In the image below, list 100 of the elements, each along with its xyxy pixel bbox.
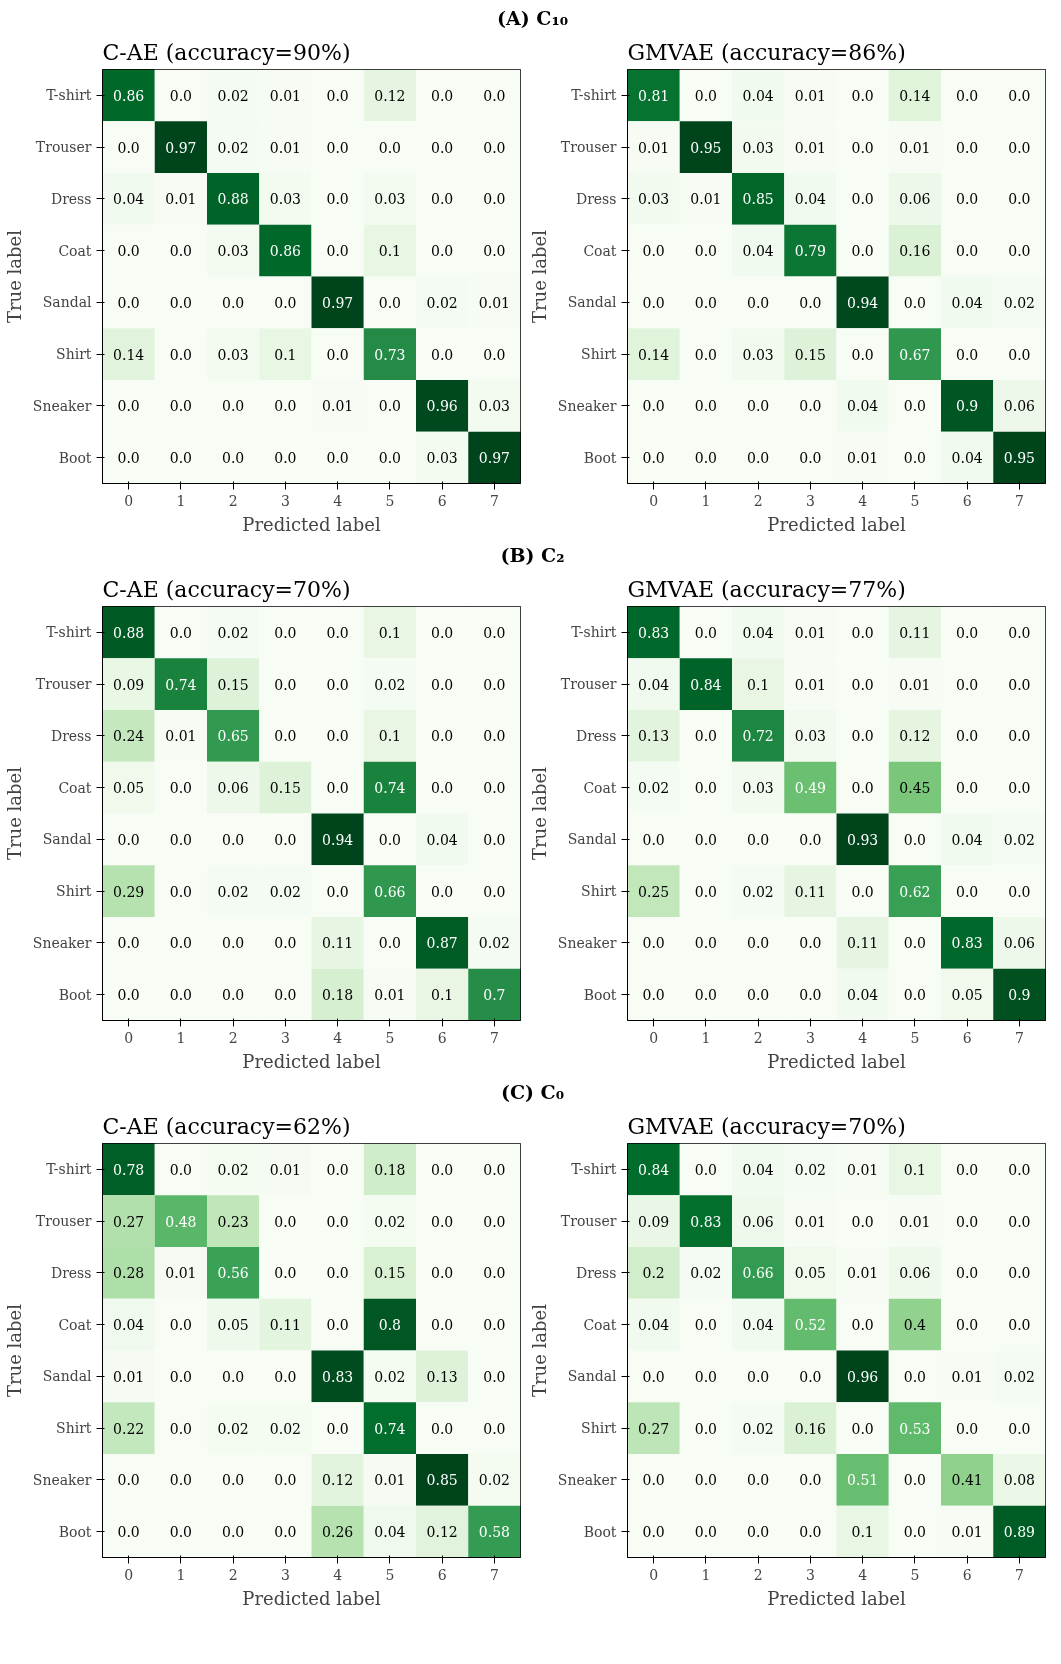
data-label: 0.22: [113, 1420, 145, 1437]
data-label: 0.86: [113, 87, 145, 104]
x-axis-title: Predicted label: [242, 1050, 381, 1072]
y-tick-label: Boot: [58, 986, 92, 1003]
data-label: 0.0: [1008, 87, 1031, 104]
data-label: 0.0: [1008, 1317, 1031, 1334]
data-label: 0.01: [374, 987, 406, 1004]
data-label: 0.28: [113, 1265, 145, 1282]
data-label: 0.45: [899, 780, 931, 797]
data-label: 0.13: [426, 1368, 458, 1385]
data-label: 0.0: [169, 831, 193, 848]
data-label: 0.06: [742, 1213, 774, 1230]
data-label: 0.01: [374, 1472, 406, 1489]
data-label: 0.0: [1008, 728, 1031, 745]
chart-title: C-AE (accuracy=70%): [102, 576, 351, 602]
data-label: 0.0: [430, 1317, 454, 1334]
data-label: 0.0: [274, 987, 297, 1004]
data-label: 0.0: [642, 1368, 665, 1385]
data-label: 0.0: [169, 987, 193, 1004]
data-label: 0.0: [430, 1420, 454, 1437]
data-label: 0.0: [221, 294, 245, 311]
data-label: 0.14: [113, 346, 145, 363]
data-label: 0.7: [483, 987, 506, 1004]
data-label: 0.88: [217, 191, 249, 208]
data-label: 0.12: [426, 1524, 458, 1541]
data-label: 0.14: [899, 87, 931, 104]
data-label: 0.0: [169, 883, 193, 900]
data-label: 0.01: [951, 1524, 983, 1541]
data-label: 0.04: [742, 624, 774, 641]
data-label: 0.02: [217, 1161, 249, 1178]
y-tick-label: Shirt: [56, 1420, 92, 1437]
data-label: 0.0: [221, 987, 245, 1004]
y-tick-label: T-shirt: [46, 1161, 92, 1178]
data-label: 0.0: [274, 294, 297, 311]
x-tick-label: 2: [753, 492, 763, 509]
data-label: 0.03: [374, 191, 406, 208]
data-label: 0.52: [794, 1317, 826, 1334]
data-label: 0.01: [899, 139, 931, 156]
data-label: 0.04: [951, 831, 983, 848]
chart-title: GMVAE (accuracy=70%): [627, 1113, 906, 1139]
data-label: 0.0: [483, 1368, 506, 1385]
x-tick-label: 0: [124, 1029, 134, 1046]
data-label: 0.0: [851, 87, 874, 104]
data-label: 0.93: [847, 831, 879, 848]
data-label: 0.02: [217, 1420, 249, 1437]
data-label: 0.94: [847, 294, 879, 311]
data-label: 0.0: [694, 780, 718, 797]
data-label: 0.0: [851, 1420, 874, 1437]
data-label: 0.0: [326, 450, 349, 467]
data-label: 0.0: [274, 1265, 297, 1282]
x-tick-label: 7: [489, 1029, 499, 1046]
data-label: 0.06: [1003, 935, 1036, 952]
data-label: 0.0: [851, 191, 874, 208]
x-tick-label: 6: [437, 1566, 447, 1583]
y-tick-label: Sneaker: [32, 397, 92, 414]
data-label: 0.03: [638, 191, 670, 208]
data-label: 0.01: [269, 87, 301, 104]
data-label: 0.09: [113, 676, 145, 693]
data-label: 0.03: [217, 346, 249, 363]
data-label: 0.0: [955, 728, 979, 745]
y-axis-title: True label: [3, 1303, 25, 1397]
data-label: 0.84: [638, 1161, 670, 1178]
data-label: 0.0: [221, 831, 245, 848]
x-tick-label: 6: [962, 1029, 972, 1046]
data-label: 0.02: [217, 87, 249, 104]
data-label: 0.0: [483, 191, 506, 208]
data-label: 0.1: [851, 1524, 874, 1541]
data-label: 0.0: [1008, 1213, 1031, 1230]
y-axis-title: True label: [528, 1303, 550, 1397]
data-label: 0.02: [478, 935, 510, 952]
y-tick-label: Shirt: [581, 346, 617, 363]
y-tick-label: Boot: [58, 1523, 92, 1540]
data-label: 0.0: [746, 935, 770, 952]
data-label: 0.0: [169, 243, 193, 260]
data-label: 0.0: [378, 294, 402, 311]
data-label: 0.0: [326, 243, 349, 260]
data-label: 0.0: [169, 1472, 193, 1489]
x-axis-title: Predicted label: [767, 1587, 906, 1609]
data-label: 0.0: [955, 1265, 979, 1282]
data-label: 0.0: [430, 139, 454, 156]
data-label: 0.9: [1008, 987, 1031, 1004]
data-label: 0.04: [847, 398, 879, 415]
data-label: 0.0: [694, 831, 718, 848]
x-axis-title: Predicted label: [242, 513, 381, 535]
x-tick-label: 1: [701, 1029, 711, 1046]
data-label: 0.0: [694, 728, 718, 745]
data-label: 0.0: [955, 1213, 979, 1230]
data-label: 0.26: [322, 1524, 354, 1541]
data-label: 0.0: [483, 346, 506, 363]
data-label: 0.0: [378, 450, 402, 467]
data-label: 0.74: [374, 780, 406, 797]
data-label: 0.04: [638, 676, 670, 693]
data-label: 0.09: [638, 1213, 670, 1230]
data-label: 0.02: [1003, 294, 1035, 311]
data-label: 0.0: [694, 398, 718, 415]
y-tick-label: T-shirt: [571, 87, 617, 104]
data-label: 0.14: [638, 346, 670, 363]
data-label: 0.0: [483, 1420, 506, 1437]
data-label: 0.16: [794, 1420, 827, 1437]
data-label: 0.0: [326, 346, 349, 363]
